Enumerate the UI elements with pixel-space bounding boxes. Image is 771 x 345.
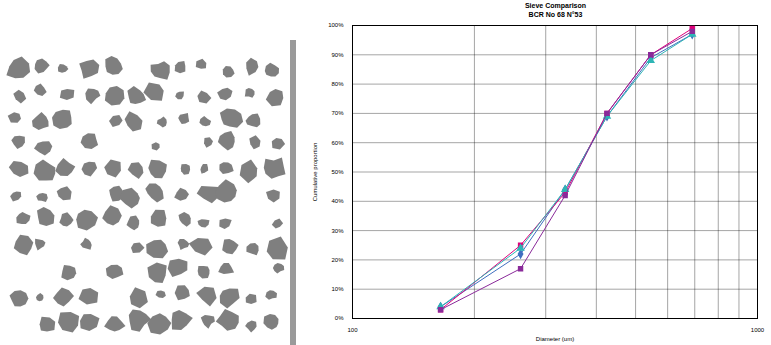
svg-text:100: 100 [347,327,358,333]
svg-text:10%: 10% [331,286,344,292]
svg-text:80%: 80% [331,81,344,87]
svg-text:Diameter (um): Diameter (um) [536,336,574,342]
svg-text:70%: 70% [331,110,344,116]
svg-text:1000: 1000 [751,327,765,333]
svg-text:Cumulative proportion: Cumulative proportion [312,143,318,202]
svg-text:60%: 60% [331,140,344,146]
svg-text:30%: 30% [331,228,344,234]
html-text:BCR No 68 N°53: BCR No 68 N°53 [528,11,583,18]
svg-text:50%: 50% [331,169,344,175]
html-text:Sieve Comparison: Sieve Comparison [525,2,586,9]
svg-text:100%: 100% [328,22,344,28]
svg-text:90%: 90% [331,52,344,58]
svg-text:20%: 20% [331,257,344,263]
svg-text:40%: 40% [331,198,344,204]
svg-text:0%: 0% [335,315,344,321]
